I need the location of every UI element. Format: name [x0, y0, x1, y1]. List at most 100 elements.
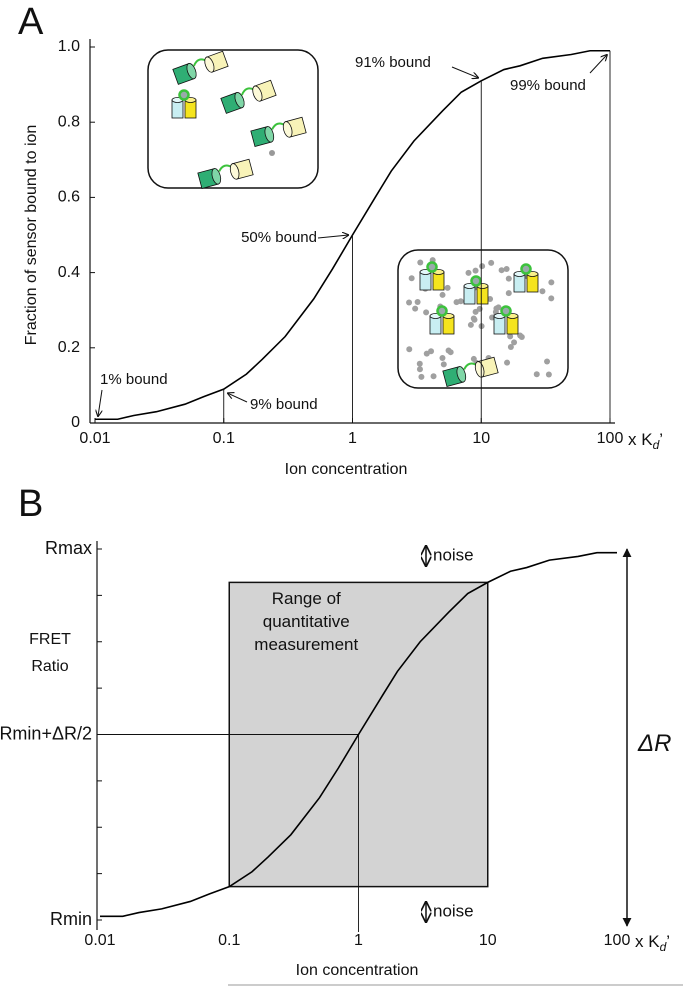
- ion: [548, 279, 555, 286]
- ion: [507, 333, 514, 340]
- ion: [548, 295, 555, 302]
- annotation: 9% bound: [250, 396, 318, 413]
- sensor-open: [442, 356, 499, 387]
- yfp-end: [282, 121, 293, 138]
- range-box-text: measurement: [254, 635, 358, 654]
- noise-label: noise: [433, 545, 474, 564]
- x-tick-label: 0.1: [213, 430, 235, 447]
- y-tick-label: 0.8: [58, 113, 80, 130]
- ion: [504, 359, 511, 366]
- curve: [100, 551, 617, 918]
- ion: [453, 299, 460, 306]
- ion: [498, 267, 505, 274]
- ion: [439, 291, 446, 298]
- ion-site: [520, 263, 532, 275]
- ion: [440, 361, 447, 368]
- ion: [470, 315, 477, 322]
- sensor-open: [250, 116, 307, 147]
- x-unit: x Kd’: [628, 430, 663, 452]
- x-unit-sub: d: [653, 438, 660, 452]
- x-unit-main: x K: [635, 932, 660, 951]
- x-tick-label: 100: [604, 932, 631, 949]
- ion: [408, 275, 415, 282]
- ion: [418, 373, 425, 380]
- x-tick-label: 0.01: [84, 932, 115, 949]
- noise-label: noise: [433, 901, 474, 920]
- x-unit-main: x K: [628, 430, 653, 449]
- y-axis-title: Ratio: [31, 658, 68, 675]
- yfp-end: [252, 85, 263, 102]
- y-tick-label: 0.2: [58, 339, 80, 356]
- sensor-open: [220, 79, 277, 114]
- ion: [476, 305, 483, 312]
- ion-site: [426, 261, 438, 273]
- ion: [533, 371, 540, 378]
- ion: [465, 269, 472, 276]
- x-tick-label: 10: [479, 932, 497, 949]
- ion-site: [470, 275, 482, 287]
- y-tick-label: 0.6: [58, 189, 80, 206]
- ion: [511, 339, 518, 346]
- delta-label: ΔR: [637, 730, 671, 757]
- ion: [495, 304, 502, 311]
- x-axis-title: Ion concentration: [285, 461, 408, 478]
- ion: [467, 321, 474, 328]
- x-unit: x Kd’: [635, 932, 670, 954]
- ion: [412, 305, 419, 312]
- ion-site: [436, 305, 448, 317]
- ion: [507, 343, 514, 350]
- sensor-open: [197, 158, 254, 189]
- range-box-text: quantitative: [263, 612, 350, 631]
- ion: [544, 358, 551, 365]
- panel-label: A: [18, 1, 44, 43]
- annotation: 91% bound: [355, 54, 431, 71]
- sensor-bound: [429, 305, 455, 335]
- ion: [488, 259, 495, 266]
- annotation-arrow: [451, 66, 478, 78]
- ion: [517, 332, 524, 339]
- inset-unbound: [147, 49, 319, 189]
- cfp-end: [186, 63, 197, 80]
- sensor-bound: [171, 89, 197, 119]
- yfp-end: [204, 56, 215, 73]
- x-tick-label: 1: [348, 430, 357, 447]
- ion: [505, 275, 512, 282]
- sensor-bound: [463, 275, 489, 305]
- ion: [423, 350, 430, 357]
- cfp-end: [234, 92, 245, 109]
- annotation-arrow: [228, 393, 248, 403]
- x-axis-title: Ion concentration: [296, 962, 419, 979]
- sensor-bound: [419, 261, 445, 291]
- ion: [269, 150, 275, 156]
- ion: [439, 355, 446, 362]
- yfp-end: [229, 163, 240, 180]
- y-tick-label: Rmax: [45, 538, 92, 558]
- ion: [505, 290, 512, 297]
- sensor-open: [172, 50, 229, 85]
- yfp-end: [474, 361, 485, 378]
- ion: [406, 346, 413, 353]
- x-tick-label: 0.1: [218, 932, 240, 949]
- ion: [444, 284, 451, 291]
- annotation-arrow: [317, 235, 349, 238]
- x-tick-label: 10: [472, 430, 490, 447]
- ion: [472, 267, 479, 274]
- y-tick-label: 1.0: [58, 38, 80, 55]
- ion-site: [178, 89, 190, 101]
- annotation-arrow: [98, 389, 103, 416]
- ion: [417, 259, 424, 266]
- ion: [416, 366, 423, 373]
- sensor-bound: [493, 305, 519, 335]
- x-tick-label: 100: [597, 430, 624, 447]
- annotation-arrow: [589, 55, 607, 74]
- ion: [539, 288, 546, 295]
- ion: [487, 295, 494, 302]
- panel-label: B: [18, 483, 43, 525]
- ion: [445, 347, 452, 354]
- x-unit-prime: ’: [659, 430, 663, 449]
- ion: [423, 309, 430, 316]
- cfp-end: [456, 366, 467, 383]
- cfp-end: [264, 126, 275, 143]
- x-tick-label: 0.01: [79, 430, 110, 447]
